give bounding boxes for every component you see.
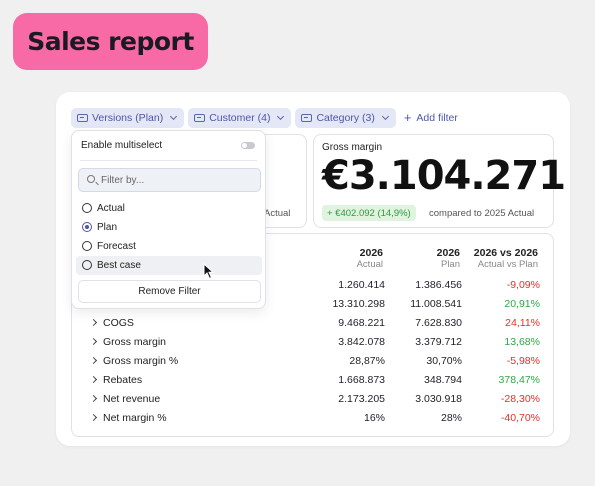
table-row[interactable]: Net margin % 16% 28% -40,70% bbox=[72, 409, 555, 428]
cell-plan: 348.794 bbox=[424, 374, 462, 386]
cell-plan: 3.379.712 bbox=[415, 336, 462, 348]
column-header-plan: 2026 Plan bbox=[437, 247, 460, 270]
cell-diff: -28,30% bbox=[500, 393, 540, 405]
table-row[interactable]: 1.260.414 1.386.456 -9,09% bbox=[72, 276, 555, 295]
plus-icon: + bbox=[403, 110, 412, 125]
table-row[interactable]: Rebates 1.668.873 348.794 378,47% bbox=[72, 371, 555, 390]
table-row[interactable]: 13.310.298 11.008.541 20,91% bbox=[72, 295, 555, 314]
cell-diff: -40,70% bbox=[500, 412, 540, 424]
table-row[interactable]: Net revenue 2.173.205 3.030.918 -28,30% bbox=[72, 390, 555, 409]
row-name: Net margin % bbox=[103, 412, 167, 424]
chevron-right-icon[interactable] bbox=[89, 337, 98, 346]
filter-chip-versions[interactable]: Versions (Plan) bbox=[71, 108, 185, 128]
radio-icon[interactable] bbox=[82, 241, 92, 251]
option-forecast[interactable]: Forecast bbox=[76, 237, 262, 256]
chevron-right-icon[interactable] bbox=[89, 394, 98, 403]
chevron-right-icon[interactable] bbox=[89, 356, 98, 365]
add-filter-label: Add filter bbox=[416, 112, 458, 124]
cell-diff: -9,09% bbox=[506, 279, 540, 291]
option-label: Best case bbox=[97, 260, 141, 271]
kpi-value: €3.104.271 bbox=[322, 153, 566, 199]
row-name: Gross margin bbox=[103, 336, 167, 348]
cell-plan: 30,70% bbox=[426, 355, 462, 367]
divider bbox=[80, 160, 257, 161]
cell-plan: 28% bbox=[440, 412, 462, 424]
option-best-case[interactable]: Best case bbox=[76, 256, 262, 275]
filter-bar: Versions (Plan) Customer (4) Category (3… bbox=[71, 108, 458, 128]
row-name: COGS bbox=[103, 317, 134, 329]
table-row[interactable]: Gross margin 3.842.078 3.379.712 13,68% bbox=[72, 333, 555, 352]
column-sub: Plan bbox=[440, 259, 460, 270]
filter-chip-label: Category (3) bbox=[316, 112, 375, 124]
filter-search-box bbox=[78, 168, 261, 192]
cell-plan: 1.386.456 bbox=[415, 279, 462, 291]
search-icon bbox=[87, 175, 95, 183]
column-sub: Actual vs Plan bbox=[477, 259, 538, 270]
cell-diff: 378,47% bbox=[498, 374, 540, 386]
cell-actual: 9.468.221 bbox=[338, 317, 385, 329]
filter-chip-label: Versions (Plan) bbox=[92, 112, 164, 124]
cell-diff: -5,98% bbox=[506, 355, 540, 367]
cell-actual: 3.842.078 bbox=[338, 336, 385, 348]
filter-icon bbox=[77, 114, 88, 122]
cell-plan: 3.030.918 bbox=[415, 393, 462, 405]
cell-plan: 7.628.830 bbox=[415, 317, 462, 329]
page-title: Sales report bbox=[27, 27, 194, 56]
column-year: 2026 bbox=[436, 247, 460, 259]
kpi-compare-text: compared to 2025 Actual bbox=[429, 208, 535, 219]
filter-icon bbox=[301, 114, 313, 122]
cell-diff: 20,91% bbox=[504, 298, 540, 310]
report-table: 2026 Actual 2026 Plan 2026 vs 2026 Actua… bbox=[71, 233, 554, 437]
cell-actual: 16% bbox=[363, 412, 385, 424]
filter-chip-label: Customer (4) bbox=[209, 112, 271, 124]
filter-icon bbox=[194, 114, 206, 122]
chevron-right-icon[interactable] bbox=[89, 375, 98, 384]
cell-actual: 2.173.205 bbox=[338, 393, 385, 405]
column-header-diff: 2026 vs 2026 Actual vs Plan bbox=[474, 247, 538, 270]
versions-dropdown: Enable multiselect Actual Plan Forecast … bbox=[71, 130, 266, 309]
filter-search-input[interactable] bbox=[101, 172, 251, 188]
remove-filter-button[interactable]: Remove Filter bbox=[78, 280, 261, 303]
chevron-down-icon bbox=[381, 112, 389, 121]
cell-actual: 28,87% bbox=[349, 355, 385, 367]
cell-diff: 13,68% bbox=[504, 336, 540, 348]
chevron-right-icon[interactable] bbox=[89, 318, 98, 327]
kpi-delta-badge: + €402.092 (14,9%) bbox=[322, 205, 416, 221]
radio-icon[interactable] bbox=[82, 203, 92, 213]
cell-actual: 13.310.298 bbox=[332, 298, 385, 310]
kpi-card-gross-margin: Gross margin €3.104.271 + €402.092 (14,9… bbox=[313, 134, 566, 228]
cell-actual: 1.260.414 bbox=[338, 279, 385, 291]
chevron-right-icon[interactable] bbox=[89, 413, 98, 422]
column-year: 2026 bbox=[359, 247, 383, 259]
add-filter-button[interactable]: + Add filter bbox=[403, 110, 458, 125]
table-row[interactable]: COGS 9.468.221 7.628.830 24,11% bbox=[72, 314, 555, 333]
filter-chip-category[interactable]: Category (3) bbox=[295, 108, 396, 128]
column-year: 2026 vs 2026 bbox=[473, 247, 538, 259]
cell-diff: 24,11% bbox=[505, 317, 540, 329]
column-header-actual: 2026 Actual bbox=[357, 247, 383, 270]
cell-actual: 1.668.873 bbox=[338, 374, 385, 386]
chevron-down-icon bbox=[277, 112, 285, 121]
kpi-compare-text: Actual bbox=[264, 208, 291, 219]
cell-plan: 11.008.541 bbox=[410, 298, 462, 310]
option-label: Actual bbox=[97, 203, 125, 214]
table-row[interactable]: Gross margin % 28,87% 30,70% -5,98% bbox=[72, 352, 555, 371]
multiselect-label: Enable multiselect bbox=[81, 140, 163, 151]
page-title-badge: Sales report bbox=[13, 13, 208, 70]
radio-icon[interactable] bbox=[82, 260, 92, 270]
option-plan[interactable]: Plan bbox=[76, 218, 262, 237]
mouse-cursor-icon bbox=[203, 263, 215, 280]
column-sub: Actual bbox=[356, 259, 383, 270]
option-actual[interactable]: Actual bbox=[76, 199, 262, 218]
row-name: Net revenue bbox=[103, 393, 161, 405]
radio-selected-icon[interactable] bbox=[82, 222, 92, 232]
kpi-label: Gross margin bbox=[322, 142, 383, 153]
multiselect-toggle[interactable] bbox=[241, 142, 255, 149]
chevron-down-icon bbox=[170, 112, 178, 121]
option-label: Plan bbox=[97, 222, 118, 233]
filter-chip-customer[interactable]: Customer (4) bbox=[188, 108, 292, 128]
option-label: Forecast bbox=[97, 241, 136, 252]
row-name: Gross margin % bbox=[103, 355, 179, 367]
row-name: Rebates bbox=[103, 374, 143, 386]
